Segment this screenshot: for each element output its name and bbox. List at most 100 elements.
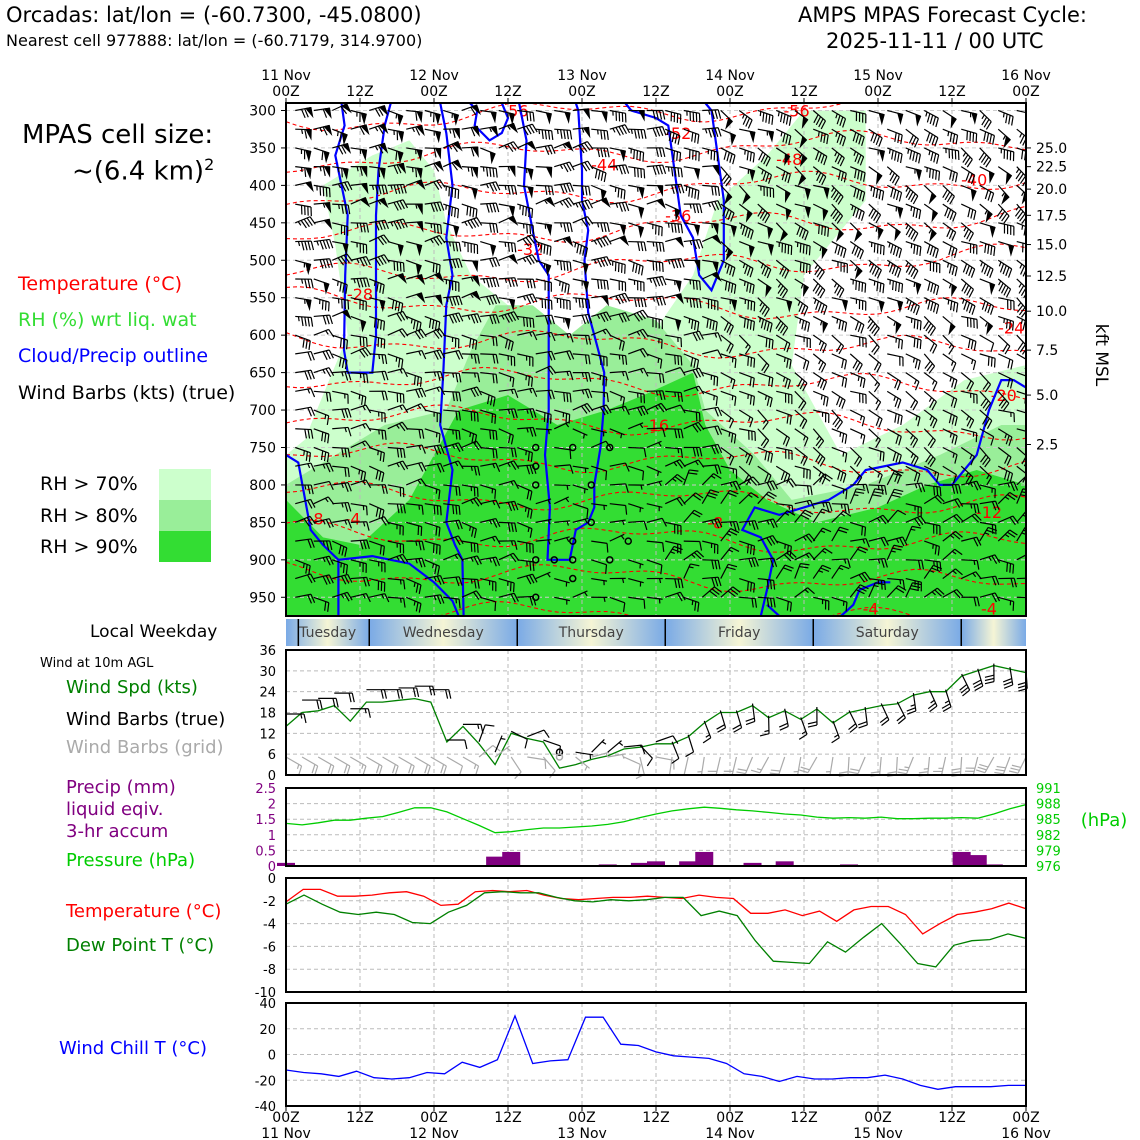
- wind-barb: [702, 425, 723, 436]
- wind-barb: [535, 278, 552, 292]
- barb-flag: [342, 339, 346, 349]
- barb-half-flag: [566, 520, 569, 526]
- barb-flag: [418, 584, 422, 595]
- barb-flag: [436, 371, 441, 381]
- barb-pennant: [822, 208, 829, 222]
- wind-barb: [554, 446, 572, 460]
- calm-circle: [606, 556, 614, 564]
- barb-flag: [973, 597, 977, 607]
- wind-barb: [332, 353, 348, 370]
- barb-flag: [421, 429, 425, 439]
- barb-flag: [451, 143, 458, 153]
- barb-flag: [581, 405, 588, 414]
- barb-flag: [709, 590, 718, 598]
- barb-flag: [399, 200, 405, 210]
- barb-flag: [897, 268, 902, 278]
- barb-flag: [823, 305, 828, 316]
- barb-flag: [758, 151, 764, 161]
- wind-barb: [332, 482, 352, 492]
- wind-barb: [554, 161, 575, 173]
- barb-half-flag: [802, 536, 807, 541]
- barb-flag: [1005, 319, 1008, 329]
- barb-pennant: [323, 150, 330, 164]
- barb-flag: [819, 342, 825, 352]
- barb-half-flag: [667, 166, 670, 172]
- barb-flag: [875, 439, 881, 448]
- barb-flag: [694, 601, 697, 611]
- barb-pennant: [323, 281, 330, 295]
- barb-flag: [495, 336, 498, 347]
- barb-flag: [728, 530, 738, 536]
- barb-pennant: [821, 246, 828, 260]
- barb-half-flag: [834, 151, 838, 157]
- barb-flag: [861, 136, 865, 147]
- wind-barb: [646, 427, 666, 438]
- barb-half-flag: [905, 224, 909, 230]
- wind-barb: [628, 240, 647, 252]
- wind-barb: [739, 520, 759, 530]
- barb-flag: [637, 297, 641, 308]
- wind-barb: [775, 372, 791, 390]
- barb-flag: [822, 564, 832, 570]
- wind-barb: [960, 447, 975, 466]
- barb-half-flag: [851, 205, 854, 211]
- barb-flag: [625, 164, 630, 174]
- barb-staff: [646, 222, 663, 228]
- barb-flag: [560, 129, 563, 139]
- barb-flag: [662, 542, 665, 552]
- barb-flag: [418, 388, 424, 398]
- wind-barb: [517, 315, 535, 328]
- wind-barb: [775, 428, 790, 447]
- barb-half-flag: [593, 240, 598, 245]
- wind-barb: [812, 547, 833, 561]
- barb-flag: [492, 314, 497, 324]
- barb-half-flag: [615, 165, 619, 171]
- wind-barb: [979, 222, 996, 239]
- barb-staff: [480, 202, 497, 205]
- barb-flag: [625, 505, 628, 515]
- barb-flag: [307, 317, 311, 327]
- barb-flag: [621, 165, 627, 175]
- wind-barb: [332, 222, 349, 236]
- barb-staff: [905, 390, 919, 403]
- barb-half-flag: [362, 480, 366, 486]
- wind-barb: [683, 259, 701, 272]
- wind-barb: [961, 334, 977, 351]
- barb-flag: [344, 547, 348, 557]
- wind-barb: [905, 390, 919, 411]
- wind-barb: [979, 278, 996, 296]
- barb-flag: [489, 182, 495, 192]
- barb-flag: [908, 228, 914, 238]
- barb-pennant: [730, 132, 737, 146]
- barb-flag: [892, 547, 902, 551]
- barb-half-flag: [449, 128, 452, 134]
- barb-staff: [849, 315, 865, 326]
- barb-half-flag: [748, 416, 751, 422]
- barb-flag: [380, 517, 387, 526]
- barb-flag: [981, 300, 986, 310]
- barb-flag: [837, 529, 848, 534]
- barb-flag: [440, 201, 445, 211]
- barb-flag: [308, 340, 311, 350]
- barb-half-flag: [377, 200, 382, 205]
- wind-barb: [739, 166, 756, 182]
- wind-barb: [831, 446, 848, 463]
- barb-pennant: [725, 247, 734, 261]
- barb-flag: [680, 448, 684, 459]
- wind-barb: [591, 353, 608, 367]
- barb-pennant: [379, 167, 386, 180]
- barb-flag: [341, 168, 343, 178]
- barb-flag: [847, 504, 850, 514]
- barb-flag: [310, 388, 316, 398]
- wind-barb: [942, 530, 963, 542]
- barb-flag: [527, 376, 531, 386]
- barb-flag: [869, 263, 875, 273]
- barb-half-flag: [547, 519, 551, 525]
- barb-pennant: [452, 112, 460, 126]
- barb-half-flag: [932, 544, 934, 549]
- barb-flag: [980, 398, 987, 407]
- barb-flag: [882, 283, 885, 294]
- barb-pennant: [915, 282, 922, 295]
- barb-flag: [569, 393, 572, 403]
- barb-half-flag: [912, 357, 916, 363]
